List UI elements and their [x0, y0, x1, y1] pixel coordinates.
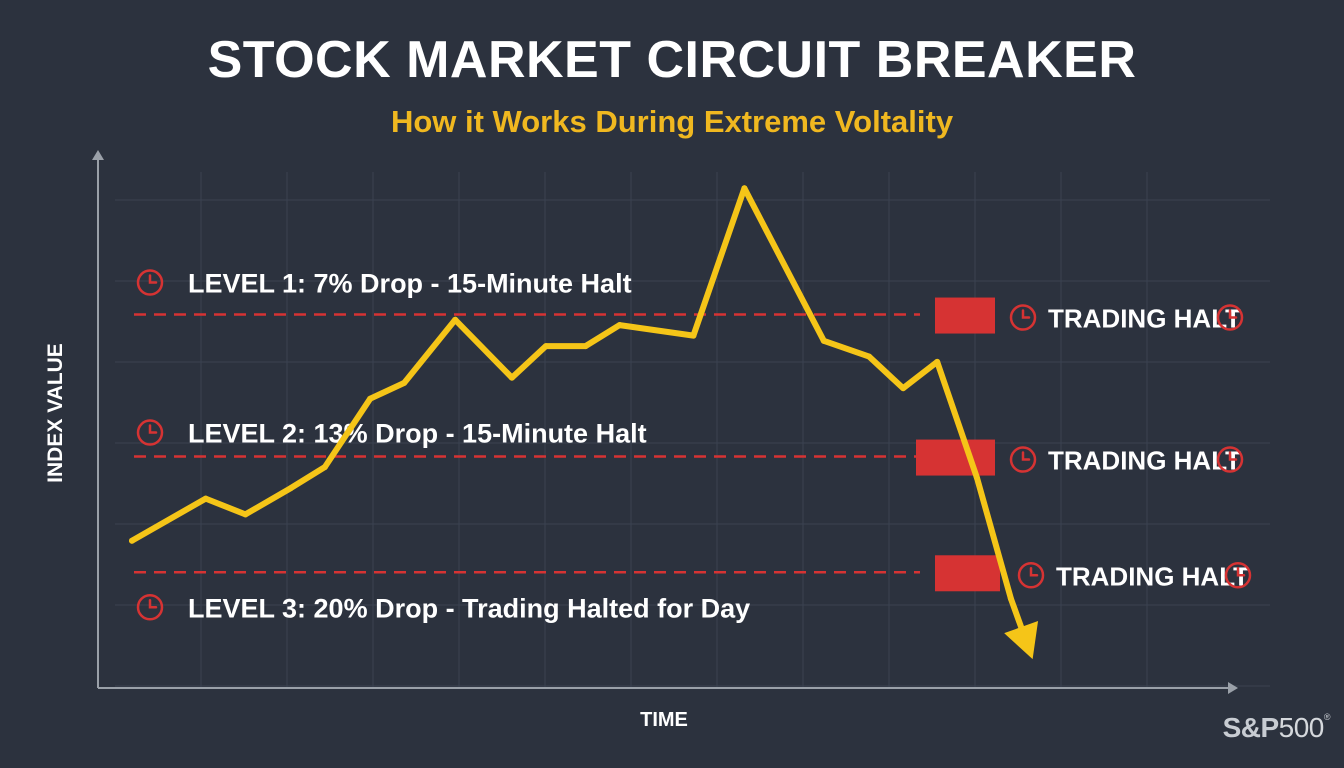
- y-axis-arrow-icon: [92, 150, 104, 160]
- data-point: [367, 395, 374, 402]
- threshold-label-level-2: LEVEL 2: 13% Drop - 15-Minute Halt: [188, 419, 647, 449]
- data-point: [452, 316, 459, 323]
- data-point: [582, 343, 589, 350]
- halt-label-level-1: TRADING HALT: [1048, 304, 1241, 334]
- data-point: [321, 464, 328, 471]
- halt-clock-right-icon: [1224, 562, 1252, 589]
- data-point: [616, 322, 623, 329]
- x-axis-label: TIME: [640, 709, 688, 731]
- y-axis-label: INDEX VALUE: [44, 343, 67, 483]
- halt-marker-level-3: [935, 555, 1000, 592]
- halt-marker-level-2: [916, 439, 995, 476]
- logo-brand: S&P: [1222, 712, 1280, 743]
- halt-clock-left-icon: [1009, 304, 1037, 331]
- data-point: [401, 379, 408, 386]
- chart-subtitle: How it Works During Extreme Voltality: [390, 104, 954, 139]
- threshold-label-level-1: LEVEL 1: 7% Drop - 15-Minute Halt: [188, 269, 632, 299]
- logo-number: 500: [1278, 712, 1325, 743]
- data-point: [242, 511, 249, 518]
- chart-title: STOCK MARKET CIRCUIT BREAKER: [207, 31, 1137, 89]
- data-point: [1007, 595, 1014, 602]
- data-point: [690, 332, 697, 339]
- halt-clock-right-icon: [1216, 446, 1244, 473]
- halt-clock-left-icon: [1017, 562, 1045, 589]
- data-point: [973, 474, 980, 481]
- x-axis-arrow-icon: [1228, 682, 1238, 694]
- data-point: [202, 495, 209, 502]
- data-point: [508, 374, 515, 381]
- sp500-logo: S&P500®: [1222, 712, 1331, 743]
- data-point: [934, 358, 941, 365]
- level-2-clock-icon: [136, 419, 164, 446]
- series-line: [129, 185, 1031, 649]
- data-point: [900, 385, 907, 392]
- level-3-clock-icon: [136, 594, 164, 621]
- halt-marker-level-1: [935, 297, 995, 334]
- halt-clock-right-icon: [1216, 304, 1244, 331]
- data-point: [129, 537, 136, 544]
- data-point: [287, 485, 294, 492]
- halt-label-level-3: TRADING HALT: [1056, 561, 1249, 591]
- data-point: [866, 353, 873, 360]
- trend-arrow-icon: [1004, 621, 1039, 660]
- halt-clock-left-icon: [1009, 446, 1037, 473]
- data-point: [741, 185, 748, 192]
- level-1-clock-icon: [136, 269, 164, 296]
- data-point: [820, 337, 827, 344]
- data-point: [542, 343, 549, 350]
- halt-label-level-2: TRADING HALT: [1048, 446, 1241, 476]
- threshold-label-level-3: LEVEL 3: 20% Drop - Trading Halted for D…: [188, 593, 750, 623]
